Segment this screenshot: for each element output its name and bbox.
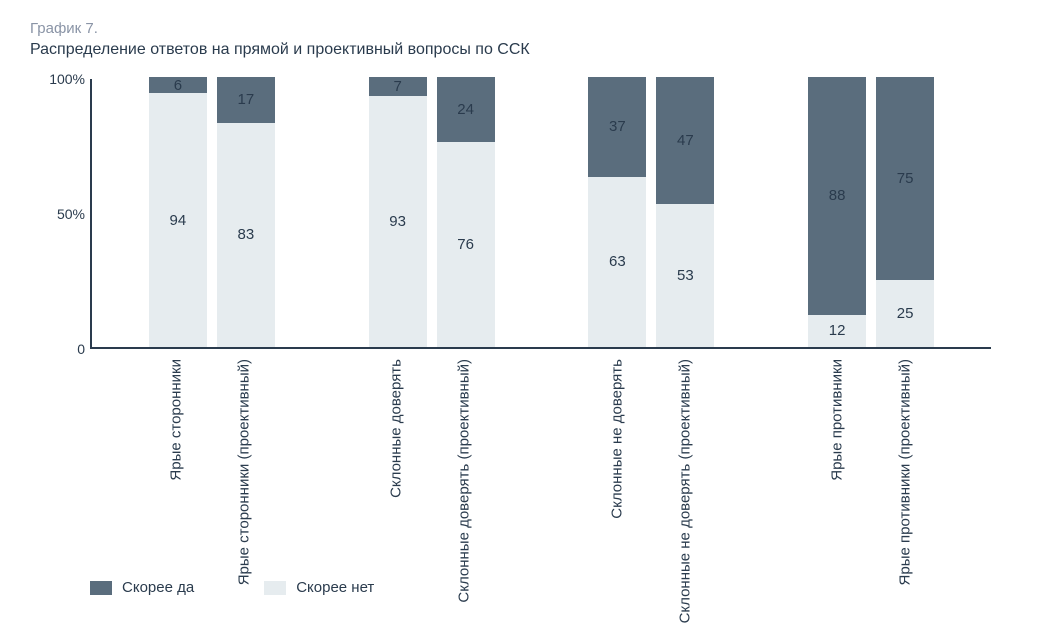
x-label: Склонные не доверять (проективный)	[656, 359, 714, 559]
x-label-group: Ярые противникиЯрые противники (проектив…	[791, 359, 951, 559]
bar: 5347	[656, 77, 714, 347]
bar-stack: 946	[149, 77, 207, 347]
x-label: Ярые противники (проективный)	[876, 359, 934, 559]
x-label: Ярые сторонники (проективный)	[215, 359, 273, 559]
bar-segment-yes: 6	[149, 77, 207, 93]
y-axis: 050%100%	[35, 79, 85, 349]
bar: 946	[149, 77, 207, 347]
legend-label: Скорее да	[122, 579, 194, 596]
chart-title: Распределение ответов на прямой и проект…	[30, 41, 1011, 59]
bar-segment-no: 25	[876, 280, 934, 348]
y-tick: 50%	[57, 206, 85, 222]
bar: 1288	[808, 77, 866, 347]
x-label-group: Ярые сторонникиЯрые сторонники (проектив…	[130, 359, 290, 559]
bar-segment-yes: 17	[217, 77, 275, 123]
x-label: Ярые сторонники	[147, 359, 205, 559]
bar-segment-no: 12	[808, 315, 866, 347]
bar: 6337	[588, 77, 646, 347]
bar-group: 63375347	[572, 77, 732, 347]
legend-label: Скорее нет	[296, 579, 374, 596]
x-axis-labels: Ярые сторонникиЯрые сторонники (проектив…	[90, 359, 991, 559]
bar-segment-yes: 24	[437, 77, 495, 142]
x-label-group: Склонные не доверятьСклонные не доверять…	[571, 359, 731, 559]
bar-segment-no: 63	[588, 177, 646, 347]
bar: 2575	[876, 77, 934, 347]
bar-stack: 8317	[217, 77, 275, 347]
legend-swatch	[264, 581, 286, 595]
bar-stack: 7624	[437, 77, 495, 347]
bar-segment-yes: 7	[369, 77, 427, 96]
legend: Скорее да Скорее нет	[90, 579, 1011, 596]
legend-item: Скорее нет	[264, 579, 374, 596]
bar-segment-no: 53	[656, 204, 714, 347]
bar-stack: 1288	[808, 77, 866, 347]
bar-groups: 946831793776246337534712882575	[92, 79, 991, 347]
bar-segment-yes: 75	[876, 77, 934, 280]
bar-segment-yes: 88	[808, 77, 866, 315]
bar-segment-yes: 47	[656, 77, 714, 204]
bar: 937	[369, 77, 427, 347]
bar-segment-no: 83	[217, 123, 275, 347]
bar-group: 9377624	[352, 77, 512, 347]
legend-swatch	[90, 581, 112, 595]
chart-container: 050%100% 946831793776246337534712882575 …	[90, 79, 991, 559]
bar: 8317	[217, 77, 275, 347]
bar-stack: 937	[369, 77, 427, 347]
x-label: Склонные доверять	[367, 359, 425, 559]
y-tick: 100%	[49, 71, 85, 87]
bar-group: 12882575	[791, 77, 951, 347]
x-label-group: Склонные доверятьСклонные доверять (прое…	[350, 359, 510, 559]
legend-item: Скорее да	[90, 579, 194, 596]
x-label: Склонные не доверять	[588, 359, 646, 559]
bar: 7624	[437, 77, 495, 347]
bar-group: 9468317	[132, 77, 292, 347]
bar-segment-yes: 37	[588, 77, 646, 177]
x-label: Ярые противники	[808, 359, 866, 559]
bar-stack: 6337	[588, 77, 646, 347]
y-tick: 0	[77, 341, 85, 357]
chart-caption: График 7.	[30, 20, 1011, 37]
bar-segment-no: 93	[369, 96, 427, 347]
bar-segment-no: 94	[149, 93, 207, 347]
x-label: Склонные доверять (проективный)	[435, 359, 493, 559]
bar-stack: 2575	[876, 77, 934, 347]
bar-segment-no: 76	[437, 142, 495, 347]
plot-area: 946831793776246337534712882575	[90, 79, 991, 349]
bar-stack: 5347	[656, 77, 714, 347]
